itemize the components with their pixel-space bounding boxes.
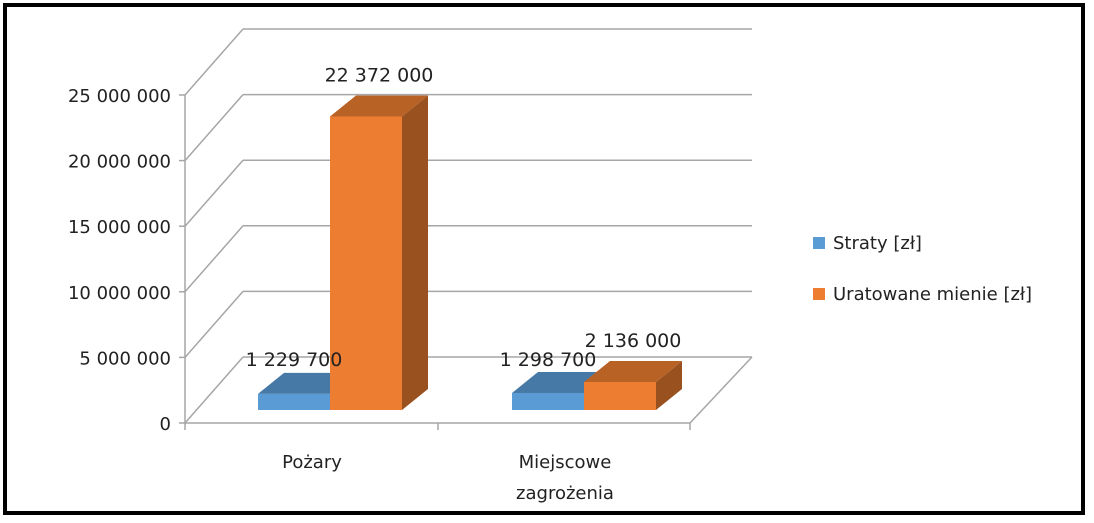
x-category-label: zagrożenia [516,483,614,504]
gridline-diagonal [184,28,244,96]
data-label: 22 372 000 [325,64,434,86]
data-label: 2 136 000 [585,330,682,352]
y-tick-label: 15 000 000 [68,217,171,238]
x-category-label: Pożary [282,452,342,473]
bar [258,393,330,410]
gridline-diagonal [184,159,244,227]
gridline-diagonal [184,94,244,162]
legend-label: Uratowane mienie [zł] [833,284,1032,305]
gridline-diagonal [184,290,244,358]
legend-label: Straty [zł] [833,233,922,254]
bar-top [584,360,682,382]
legend-swatch [813,288,825,300]
legend-swatch [813,237,825,249]
chart-frame [3,3,1085,515]
bar [512,392,584,410]
y-tick-label: 10 000 000 [68,283,171,304]
data-label: 1 298 700 [500,349,597,371]
bar [584,381,656,410]
data-label: 1 229 700 [246,349,343,371]
bar-side [402,95,428,410]
floor-right-edge [689,356,753,424]
bar-top [330,95,428,117]
floor-left-edge [184,356,244,424]
gridline-diagonal [184,225,244,293]
y-tick-label: 25 000 000 [68,86,171,107]
y-tick-label: 0 [160,414,171,435]
y-tick-label: 20 000 000 [68,152,171,173]
bar-side [656,360,682,410]
x-category-label: Miejscowe [519,452,612,473]
y-tick-label: 5 000 000 [79,348,171,369]
bar [330,116,402,410]
